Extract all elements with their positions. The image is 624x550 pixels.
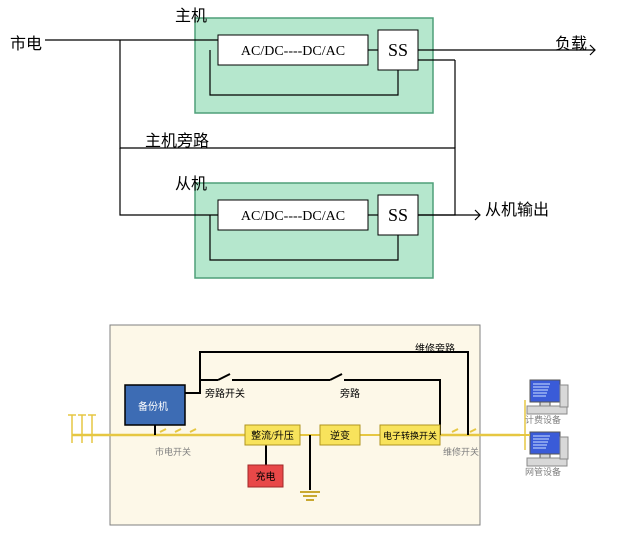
label-maint-bypass: 维修旁路 (415, 340, 455, 355)
svg-text:AC/DC----DC/AC: AC/DC----DC/AC (241, 209, 345, 224)
label-mains: 市电 (10, 30, 42, 54)
svg-text:逆变: 逆变 (330, 429, 350, 442)
label-mains-switch: 市电开关 (155, 445, 191, 458)
svg-text:充电: 充电 (256, 470, 276, 483)
label-maint-switch: 维修开关 (443, 445, 479, 458)
label-bypass: 旁路 (340, 385, 360, 400)
label-nms: 网管设备 (525, 465, 561, 478)
label-slave: 从机 (175, 170, 207, 194)
label-master-bypass: 主机旁路 (145, 127, 209, 151)
svg-text:SS: SS (388, 205, 408, 225)
svg-text:电子转换开关: 电子转换开关 (383, 430, 437, 441)
svg-text:SS: SS (388, 40, 408, 60)
label-billing: 计费设备 (525, 413, 561, 426)
label-master: 主机 (175, 2, 207, 26)
label-slave-output: 从机输出 (485, 196, 549, 220)
label-bypass-switch: 旁路开关 (205, 385, 245, 400)
svg-text:AC/DC----DC/AC: AC/DC----DC/AC (241, 44, 345, 59)
label-load: 负载 (555, 30, 587, 54)
label-backup: 备份机 (138, 398, 168, 413)
svg-text:整流/升压: 整流/升压 (251, 429, 294, 442)
